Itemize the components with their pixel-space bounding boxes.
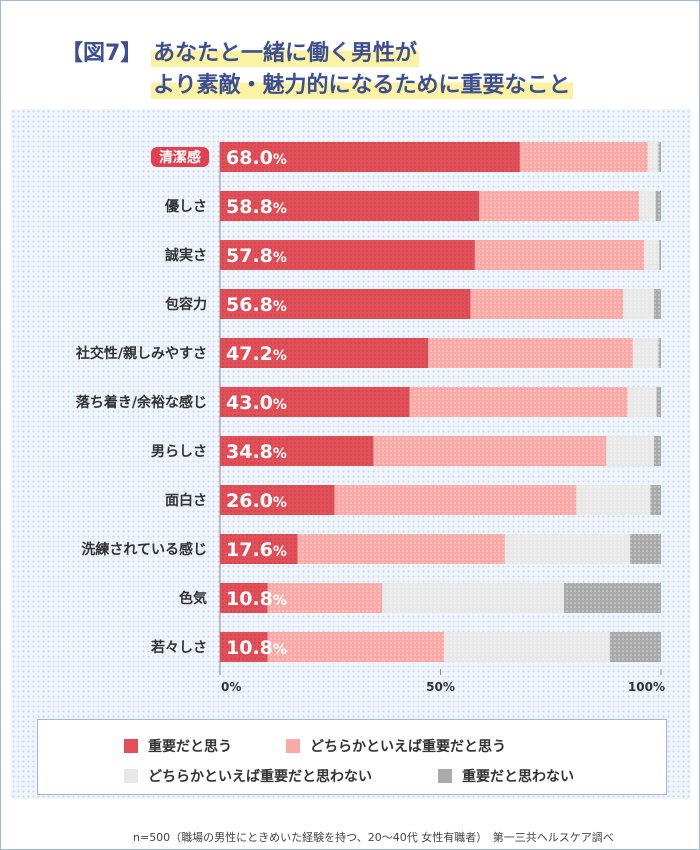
x-tick-label: 50% <box>426 680 455 694</box>
chart-title-line1: あなたと一緒に働く男性が <box>151 35 420 67</box>
legend-item-somewhat-not-important: どちらかといえば重要だと思わない <box>124 766 372 786</box>
bar-important-texture <box>220 142 520 172</box>
data-label: 58.8% <box>226 196 287 218</box>
bar-important-texture <box>220 191 480 221</box>
bar-not-important-texture <box>609 632 661 662</box>
legend-item-important: 重要だと思う <box>124 736 232 756</box>
bar-important-texture <box>220 338 429 368</box>
bar-somewhat-important-texture <box>428 338 633 368</box>
data-label: 68.0% <box>226 147 287 169</box>
bar-somewhat-not-important-texture <box>638 191 656 221</box>
bar-important-texture <box>220 583 268 613</box>
data-label: 10.8% <box>226 637 287 659</box>
bar-important-texture <box>220 387 410 417</box>
bar-somewhat-not-important-texture <box>382 583 564 613</box>
bar-somewhat-important-texture <box>373 436 607 466</box>
bar-somewhat-not-important-texture <box>632 338 659 368</box>
stacked-bar-chart: 0% 50% 100% 清潔感 68.0% 優しさ 58.8% 誠実さ 57.8% 包容力 56.8… <box>75 142 665 694</box>
bar-somewhat-important-texture <box>409 387 628 417</box>
bar-somewhat-important-texture <box>297 534 505 564</box>
category-label: 男らしさ <box>151 444 207 460</box>
bar-not-important-texture <box>653 289 661 319</box>
category-label: 包容力 <box>165 296 207 313</box>
bar-somewhat-important-texture <box>267 632 445 662</box>
bar-not-important-texture <box>563 583 661 613</box>
data-label: 34.8% <box>226 441 287 463</box>
legend-swatch-somewhat-not-important <box>124 769 138 783</box>
category-label: 色気 <box>179 590 207 607</box>
x-tick-label: 100% <box>628 680 665 694</box>
bar-important-texture <box>220 289 471 319</box>
legend-label-somewhat-important: どちらかといえば重要だと思う <box>310 739 506 755</box>
bar-somewhat-important-texture <box>479 191 639 221</box>
bar-somewhat-not-important-texture <box>644 240 660 270</box>
bar-somewhat-important-texture <box>474 240 645 270</box>
bar-somewhat-not-important-texture <box>504 534 631 564</box>
category-label: 面白さ <box>165 492 207 509</box>
category-label: 洗練されている感じ <box>81 541 207 558</box>
category-label: 誠実さ <box>165 247 207 264</box>
data-label: 26.0% <box>226 490 287 512</box>
bar-somewhat-not-important-texture <box>647 142 659 172</box>
bar-important-texture <box>220 534 298 564</box>
bar-somewhat-not-important-texture <box>606 436 654 466</box>
bar-not-important-texture <box>656 387 661 417</box>
figure-label: 【図7】 <box>61 41 143 66</box>
bar-not-important-texture <box>659 240 661 270</box>
header: 【図7】 あなたと一緒に働く男性が より素敵・魅力的になるために重要なこと <box>1 1 699 111</box>
bar-somewhat-important-texture <box>267 583 383 613</box>
bar-important-texture <box>220 632 268 662</box>
bar-somewhat-important-texture <box>470 289 624 319</box>
x-tick-label: 0% <box>221 680 241 694</box>
data-label: 47.2% <box>226 343 287 365</box>
legend: 重要だと思う どちらかといえば重要だと思う どちらかといえば重要だと思わない 重… <box>37 719 667 795</box>
bar-important-texture <box>220 436 374 466</box>
legend-item-somewhat-important: どちらかといえば重要だと思う <box>286 736 506 756</box>
category-label: 清潔感 <box>159 149 201 166</box>
bar-not-important-texture <box>630 534 661 564</box>
bar-not-important-texture <box>653 436 661 466</box>
bar-somewhat-not-important-texture <box>576 485 651 515</box>
bar-somewhat-not-important-texture <box>627 387 657 417</box>
bar-important-texture <box>220 485 335 515</box>
legend-swatch-important <box>124 739 138 753</box>
data-label: 56.8% <box>226 294 287 316</box>
legend-item-not-important: 重要だと思わない <box>438 766 574 786</box>
data-label: 43.0% <box>226 392 287 414</box>
data-label: 10.8% <box>226 588 287 610</box>
category-label: 落ち着き/余裕な感じ <box>76 394 207 411</box>
bar-somewhat-not-important-texture <box>623 289 654 319</box>
data-label: 57.8% <box>226 245 287 267</box>
legend-label-important: 重要だと思う <box>148 739 232 755</box>
bar-not-important-texture <box>655 191 661 221</box>
category-label: 若々しさ <box>150 639 207 656</box>
bar-important-texture <box>220 240 475 270</box>
legend-swatch-somewhat-important <box>286 739 300 753</box>
legend-label-not-important: 重要だと思わない <box>462 769 574 785</box>
legend-swatch-not-important <box>438 769 452 783</box>
chart-title-line2: より素敵・魅力的になるために重要なこと <box>151 67 573 99</box>
bar-not-important-texture <box>650 485 661 515</box>
legend-label-somewhat-not-important: どちらかといえば重要だと思わない <box>148 769 372 785</box>
bar-not-important-texture <box>658 142 661 172</box>
category-label: 優しさ <box>164 198 207 215</box>
bar-not-important-texture <box>658 338 661 368</box>
category-label-highlight-bg <box>151 147 209 167</box>
data-label: 17.6% <box>226 539 287 561</box>
bar-somewhat-important-texture <box>519 142 648 172</box>
category-label: 社交性/親しみやすさ <box>75 345 207 362</box>
bar-somewhat-important-texture <box>334 485 577 515</box>
bar-somewhat-not-important-texture <box>444 632 610 662</box>
footnote: n=500（職場の男性にときめいた経験を持つ、20〜40代 女性有職者） 第一三… <box>133 831 614 844</box>
